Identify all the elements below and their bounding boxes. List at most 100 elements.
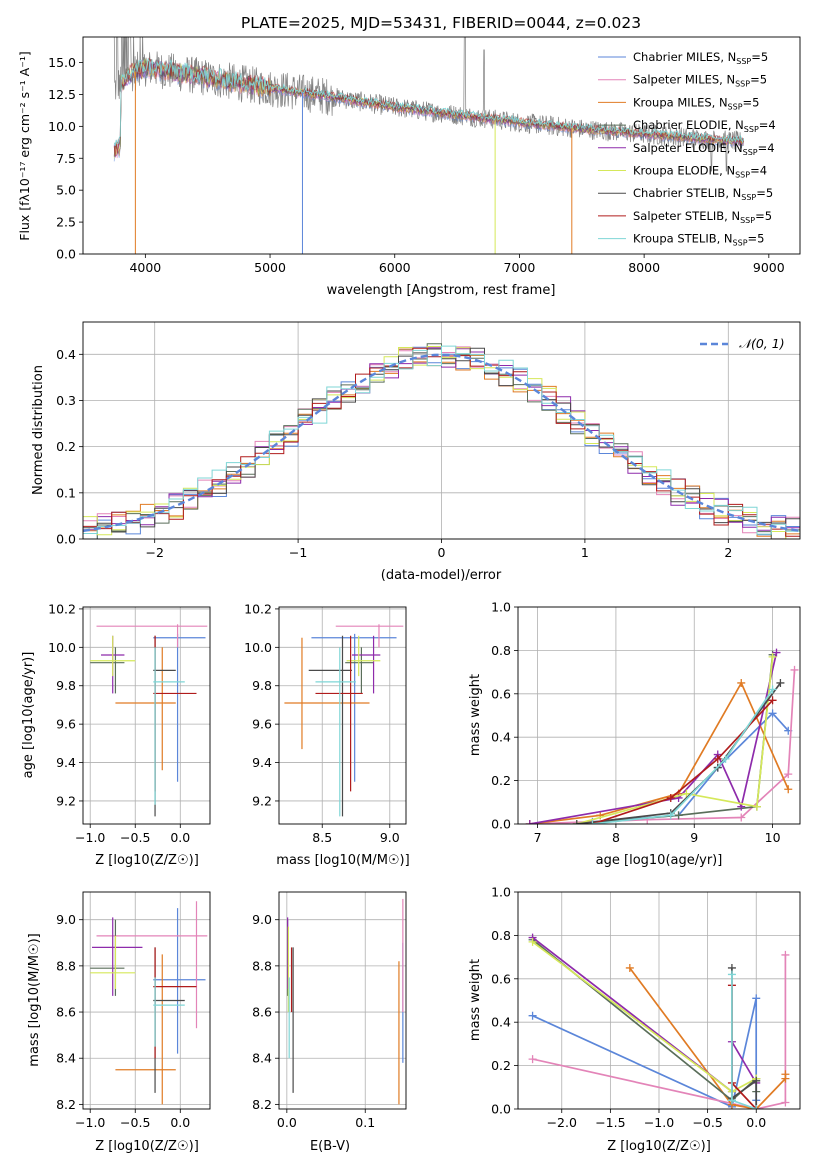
y-tick-label: 8.2 (252, 1097, 272, 1112)
x-tick-label: 0.0 (170, 830, 190, 845)
age-vs-mass-panel: 8.5 9.0 9.2 9.4 9.6 9.8 10.0 10.2 (244, 601, 407, 845)
y-tick-label: 9.0 (252, 912, 272, 927)
y-tick-label: 8.8 (56, 958, 76, 973)
mass-weight-marker (666, 793, 675, 802)
y-tick-label: 0.6 (491, 971, 511, 986)
y-tick-label: 0.4 (56, 347, 76, 362)
y-tick-label: 9.8 (56, 678, 76, 693)
y-tick-label: 5.0 (56, 183, 76, 198)
y-tick-label: 8.6 (56, 1005, 76, 1020)
axes-frame (82, 36, 801, 255)
mass-weight-vs-age-panel: 7 8 9 10 0.0 0.2 0.4 0.6 0.8 1.0 (491, 600, 801, 845)
x-tick-label: 0.1 (355, 1115, 375, 1130)
y-tick-label: 0.0 (56, 247, 76, 262)
y-tick-label: 10.2 (244, 601, 272, 616)
y-tick-label: 8.4 (252, 1051, 272, 1066)
x-tick-label: 9 (690, 830, 698, 845)
mass-weight-marker (784, 785, 793, 794)
y-tick-label: 9.6 (252, 717, 272, 732)
y-tick-label: 8.2 (56, 1097, 76, 1112)
axes-frame (517, 606, 801, 825)
y-tick-label: 9.6 (56, 717, 76, 732)
mass-weight-marker (528, 937, 537, 946)
mass-weight-marker (768, 685, 777, 694)
mass-weight-marker (528, 1011, 537, 1020)
weight-vs-Z-xlabel: Z [log10(Z/Z☉)] (607, 1139, 711, 1154)
y-tick-label: 7.5 (56, 151, 76, 166)
y-tick-label: 15.0 (48, 55, 76, 70)
x-tick-label: 9.0 (380, 830, 400, 845)
spectrum-ylabel: Flux [fλ10⁻¹⁷ erg cm⁻² s⁻¹ A⁻¹] (17, 51, 32, 240)
weight-vs-age-ylabel: mass weight (468, 674, 483, 756)
x-tick-label: 8000 (628, 260, 660, 275)
plot-area (284, 624, 404, 817)
mass-weight-marker (784, 770, 793, 779)
spectrum-panel: 4000 5000 6000 7000 8000 9000 0.0 2.5 5.0 7.5 10.0… (48, 36, 801, 275)
mass-weight-marker (752, 802, 761, 811)
mass-weight-marker (727, 970, 736, 979)
mass-vs-ebv-xlabel: E(B-V) (310, 1139, 350, 1154)
mass-weight-marker (682, 789, 691, 798)
plot-area (113, 37, 744, 254)
mass-vs-Z-ylabel: mass [log10(M/M☉)] (27, 933, 42, 1066)
mass-weight-marker (752, 994, 761, 1003)
age-vs-Z-ylabel: age [log10(age/yr)] (21, 652, 36, 779)
legend-entry: Salpeter MILES, NSSP=5 (633, 73, 767, 89)
x-tick-label: 9000 (753, 260, 785, 275)
mass-weight-marker (528, 1055, 537, 1064)
legend-entry: Chabrier STELIB, NSSP=5 (633, 186, 773, 202)
y-tick-label: 10.0 (48, 640, 76, 655)
residuals-ylabel: Normed distribution (31, 365, 46, 495)
x-tick-label: −1 (289, 545, 307, 560)
legend-entry: Kroupa ELODIE, NSSP=4 (633, 164, 767, 180)
y-tick-label: 0.3 (56, 393, 76, 408)
y-tick-label: 12.5 (48, 87, 76, 102)
y-tick-label: 9.8 (252, 678, 272, 693)
x-tick-label: 5000 (254, 260, 286, 275)
mass-weight-line (576, 656, 774, 824)
legend-entry: Kroupa STELIB, NSSP=5 (633, 232, 764, 248)
y-tick-label: 0.8 (491, 928, 511, 943)
x-tick-label: 2 (724, 545, 732, 560)
x-tick-label: −0.5 (120, 830, 150, 845)
axes-frame (517, 891, 801, 1110)
y-tick-label: 10.0 (244, 640, 272, 655)
mass-weight-vs-metallicity-panel: −2.0 −1.5 −1.0 −0.5 0.0 0.0 0.2 0.4 0.6 0.8 1.0 (491, 885, 801, 1130)
legend-entry: Salpeter STELIB, NSSP=5 (633, 209, 772, 225)
axes-frame (82, 606, 211, 825)
axes-frame (278, 891, 407, 1110)
y-tick-label: 8.4 (56, 1051, 76, 1066)
mass-weight-marker (752, 1105, 761, 1109)
mass-weight-marker (776, 678, 785, 687)
legend-entry: Kroupa MILES, NSSP=5 (633, 95, 759, 111)
mass-weight-line (592, 699, 774, 824)
x-tick-label: −0.5 (692, 1115, 722, 1130)
mass-weight-marker (790, 665, 799, 674)
mass-weight-marker (588, 820, 597, 824)
x-tick-label: 0.0 (746, 1115, 766, 1130)
x-tick-label: −1.0 (75, 830, 105, 845)
model-spectrum-line (113, 57, 744, 147)
mass-weight-line (532, 954, 787, 1109)
y-tick-label: 0.0 (491, 817, 511, 832)
mass-weight-marker (737, 813, 746, 822)
x-tick-label: −2.0 (547, 1115, 577, 1130)
y-tick-label: 0.0 (56, 532, 76, 547)
y-tick-label: 0.1 (56, 485, 76, 500)
mass-vs-metallicity-panel: −1.0 −0.5 0.0 8.2 8.4 8.6 8.8 9.0 (56, 891, 211, 1130)
x-tick-label: 7 (534, 830, 542, 845)
y-tick-label: 0.6 (491, 686, 511, 701)
y-tick-label: 2.5 (56, 215, 76, 230)
mass-weight-marker (727, 1096, 736, 1105)
legend-entry: Salpeter ELODIE, NSSP=4 (633, 141, 775, 157)
x-tick-label: −2 (145, 545, 163, 560)
mass-weight-marker (713, 754, 722, 763)
x-tick-label: 1 (581, 545, 589, 560)
mass-weight-marker (721, 754, 730, 763)
x-tick-label: 6000 (379, 260, 411, 275)
x-tick-label: 4000 (129, 260, 161, 275)
y-tick-label: 0.2 (491, 1058, 511, 1073)
y-tick-label: 0.4 (491, 1015, 511, 1030)
age-vs-mass-xlabel: mass [log10(M/M☉)] (276, 853, 409, 868)
